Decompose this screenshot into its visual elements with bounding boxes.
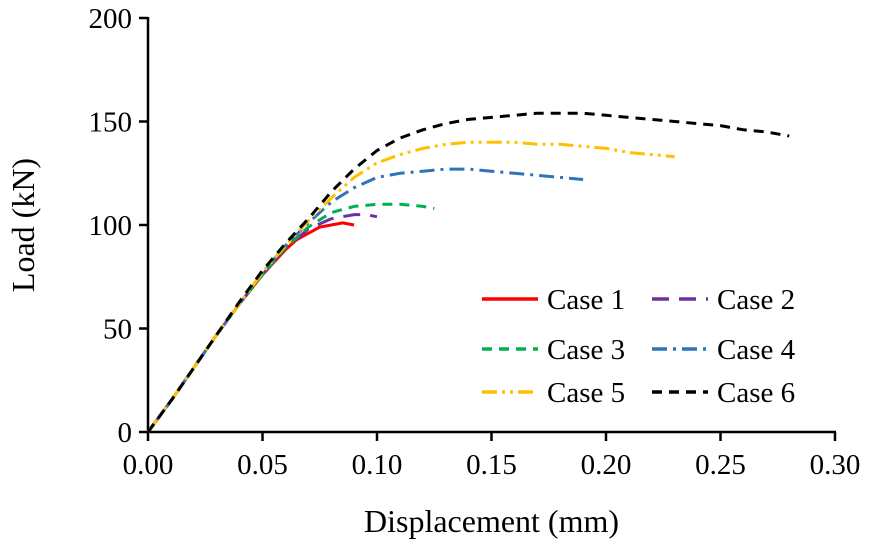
x-tick-label: 0.20 — [581, 449, 632, 481]
legend-entry-case-3: Case 3 — [482, 334, 625, 366]
x-tick-label: 0.05 — [237, 449, 288, 481]
legend-entry-case-6: Case 6 — [652, 377, 795, 409]
x-tick-label: 0.00 — [123, 449, 174, 481]
y-tick-label: 0 — [118, 417, 133, 449]
legend-entry-case-2: Case 2 — [652, 284, 795, 316]
legend-label: Case 5 — [547, 377, 625, 409]
legend-entry-case-4: Case 4 — [652, 334, 796, 366]
legend-entry-case-1: Case 1 — [482, 284, 625, 316]
legend-label: Case 4 — [717, 334, 796, 366]
legend-entry-case-5: Case 5 — [482, 377, 625, 409]
series-line-case-2 — [146, 213, 378, 433]
y-tick-label: 150 — [89, 107, 133, 139]
series-line-case-6 — [146, 111, 790, 433]
x-tick-label: 0.10 — [352, 449, 403, 481]
series-line-case-5 — [146, 140, 675, 433]
x-axis-title: Displacement (mm) — [364, 503, 619, 539]
legend-label: Case 6 — [717, 377, 795, 409]
y-tick-label: 50 — [103, 314, 132, 346]
x-tick-label: 0.15 — [466, 449, 517, 481]
series-line-case-1 — [146, 221, 355, 433]
y-tick-label: 200 — [89, 3, 133, 35]
y-tick-label: 100 — [89, 210, 133, 242]
y-axis-title: Load (kN) — [5, 158, 41, 292]
legend-label: Case 1 — [547, 284, 625, 316]
legend-label: Case 3 — [547, 334, 625, 366]
x-tick-label: 0.30 — [810, 449, 861, 481]
x-tick-label: 0.25 — [695, 449, 746, 481]
legend-label: Case 2 — [717, 284, 795, 316]
